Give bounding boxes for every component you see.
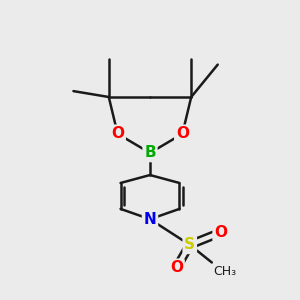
Text: O: O (176, 126, 189, 141)
Text: O: O (170, 260, 183, 275)
Text: N: N (144, 212, 156, 227)
Text: O: O (214, 225, 227, 240)
Text: CH₃: CH₃ (213, 266, 236, 278)
Text: B: B (144, 146, 156, 160)
Text: O: O (111, 126, 124, 141)
Text: S: S (184, 237, 195, 252)
